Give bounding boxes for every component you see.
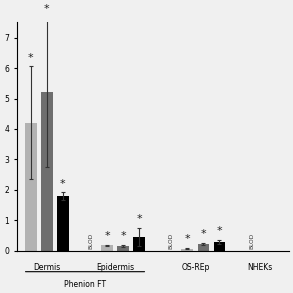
Text: *: *: [185, 234, 190, 244]
Bar: [101, 246, 113, 251]
Text: *: *: [120, 231, 126, 241]
Text: *: *: [217, 226, 222, 236]
Text: OS-REp: OS-REp: [181, 263, 209, 272]
Text: BLOD: BLOD: [89, 233, 94, 249]
Text: *: *: [201, 229, 206, 239]
Text: *: *: [44, 4, 50, 14]
Bar: [133, 237, 145, 251]
Text: *: *: [28, 53, 33, 63]
Bar: [41, 92, 53, 251]
Text: NHEKs: NHEKs: [247, 263, 272, 272]
Bar: [117, 246, 129, 251]
Text: *: *: [105, 231, 110, 241]
Bar: [197, 244, 209, 251]
Bar: [25, 123, 37, 251]
Text: Epidermis: Epidermis: [96, 263, 134, 272]
Text: BLOD: BLOD: [249, 233, 254, 249]
Bar: [57, 196, 69, 251]
Bar: [214, 242, 225, 251]
Text: *: *: [60, 179, 66, 189]
Text: Dermis: Dermis: [33, 263, 60, 272]
Text: Phenion FT: Phenion FT: [64, 280, 106, 289]
Bar: [181, 248, 193, 251]
Text: BLOD: BLOD: [169, 233, 174, 249]
Text: *: *: [137, 214, 142, 224]
